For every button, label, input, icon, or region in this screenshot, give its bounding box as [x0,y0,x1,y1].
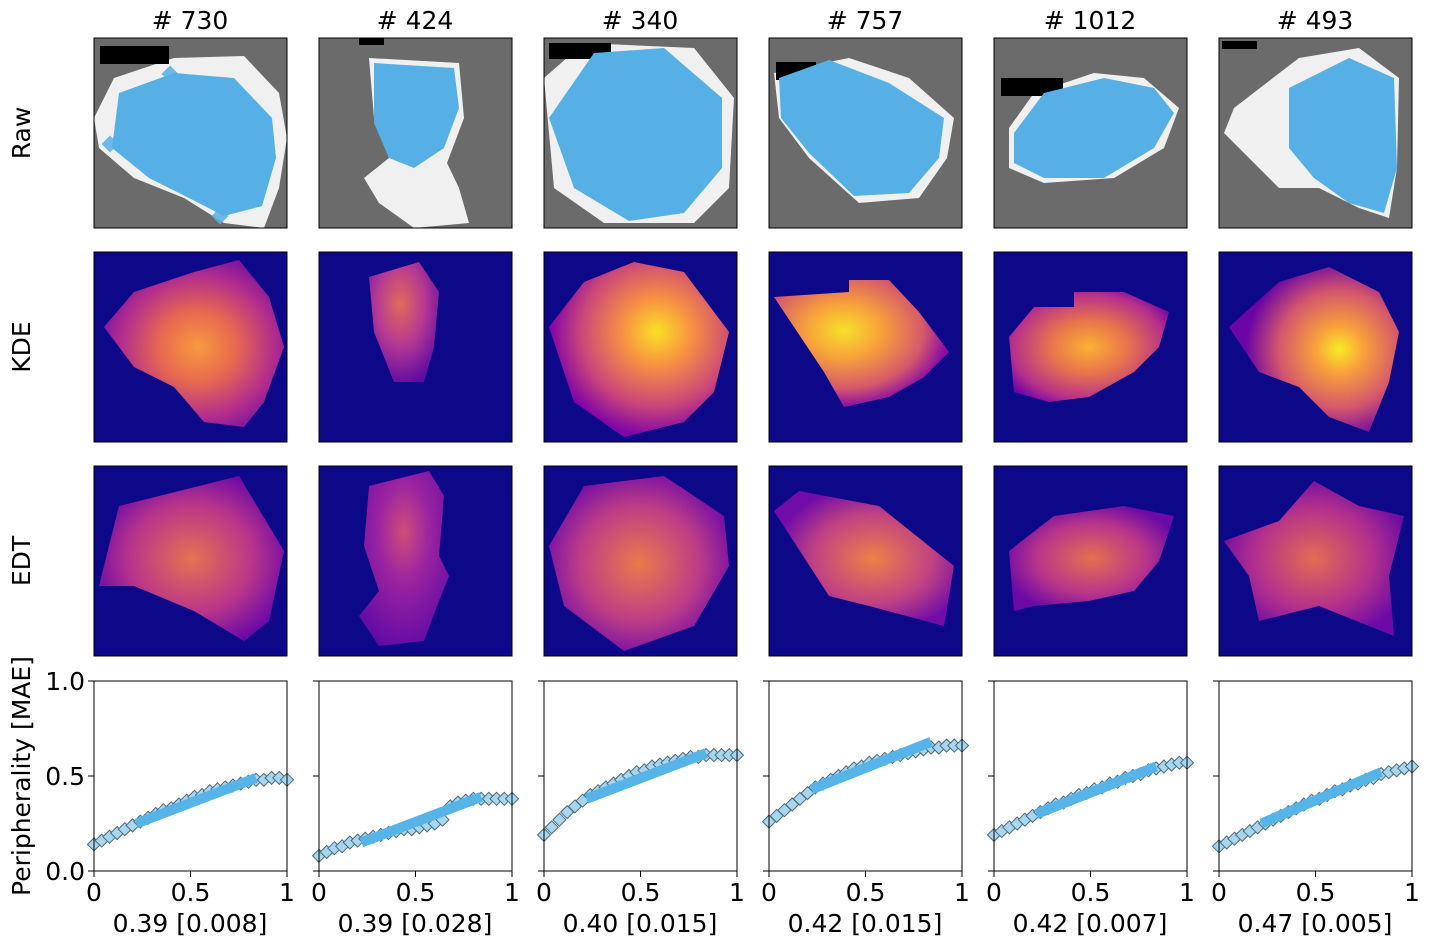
x-tick-label: 0 [536,878,552,907]
scatter-row: 0 0.5 10.00.51.00 0.5 1 0 0.5 1 0 0.5 1 0 0.5 1 0 0.5 1 [45,667,1420,907]
column-title: # 1012 [1044,6,1137,35]
column-title: # 493 [1277,6,1354,35]
row-label-edt: EDT [7,535,36,586]
x-tick-label: 1 [1179,878,1195,907]
x-tick-label: 0 [311,878,327,907]
kde-panel [543,251,738,443]
scatter-panel: 0 0.5 1 [536,680,745,907]
x-tick-label: 1 [954,878,970,907]
x-tick-label: 1 [729,878,745,907]
column-title: # 730 [152,6,229,35]
scatter-panel: 0 0.5 1 [311,680,520,907]
column-caption: 0.39 [0.028] [338,909,493,938]
x-tick-label: 1 [279,878,295,907]
kde-panel [993,251,1188,443]
column-caption: 0.42 [0.007] [1013,909,1168,938]
y-axis-label: Peripherality [MAE] [7,656,36,896]
column-caption: 0.40 [0.015] [563,909,718,938]
scatter-panel: 0 0.5 1 0.0 0.5 1.0 [45,667,295,907]
fit-line [584,748,708,804]
edt-panel [1218,465,1413,657]
raw-panel [1218,37,1413,229]
axes-frame [993,680,1188,872]
kde-panel [93,251,288,443]
edt-panel [993,465,1188,657]
data-point [544,820,559,835]
edt-panel [768,465,963,657]
x-tick-label: 0 [1211,878,1227,907]
column-title: # 340 [602,6,679,35]
raw-panel [318,37,513,229]
x-tick-label: 0.5 [1071,878,1111,907]
fit-line [134,773,258,829]
raw-panel [993,37,1188,229]
y-tick-label: 0.0 [45,857,85,886]
x-tick-label: 1 [1404,878,1420,907]
scatter-panel: 0 0.5 1 [986,680,1195,907]
edt-panel [543,465,738,657]
data-point [552,812,567,827]
x-tick-label: 0 [986,878,1002,907]
column-caption: 0.47 [0.005] [1238,909,1393,938]
axes-frame [768,680,963,872]
kde-panel [768,251,963,443]
edt-panel [318,465,513,657]
raw-panel [768,37,963,229]
edt-panel [93,465,288,657]
scatter-panel: 0 0.5 1 [1211,680,1420,907]
fit-line [1034,761,1158,819]
fit-line [359,792,483,848]
x-tick-label: 0.5 [396,878,436,907]
kde-panel [1218,251,1413,443]
row-label-kde: KDE [7,321,36,372]
y-tick-label: 0.5 [45,762,85,791]
row-label-raw: Raw [7,107,36,160]
raw-panel [93,37,288,229]
column-title: # 757 [827,6,904,35]
column-caption: 0.39 [0.008] [113,909,268,938]
x-tick-label: 0.5 [1296,878,1336,907]
x-tick-label: 0.5 [846,878,886,907]
raw-panel [543,37,738,229]
column-caption: 0.42 [0.015] [788,909,943,938]
x-tick-label: 0.5 [171,878,211,907]
x-tick-label: 1 [504,878,520,907]
kde-panel [318,251,513,443]
x-tick-label: 0.5 [621,878,661,907]
x-tick-label: 0 [761,878,777,907]
fit-line [809,737,933,794]
scatter-panel: 0 0.5 1 [761,680,970,907]
x-tick-label: 0 [86,878,102,907]
y-tick-label: 1.0 [45,667,85,696]
fit-line [1259,767,1384,829]
column-title: # 424 [377,6,454,35]
